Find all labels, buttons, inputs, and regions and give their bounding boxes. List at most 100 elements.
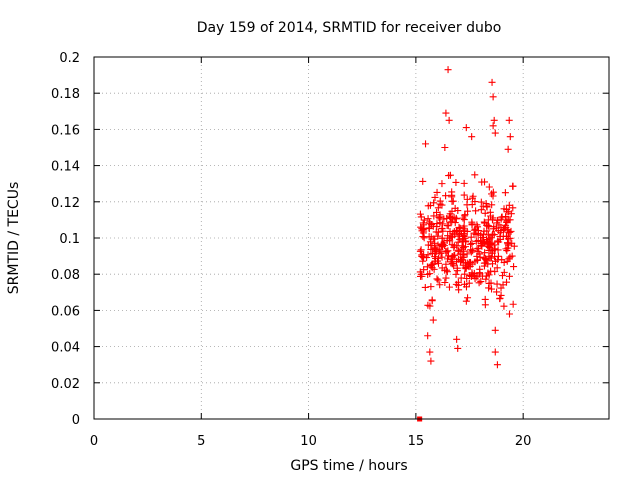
data-point [420, 221, 428, 229]
data-point [473, 252, 481, 260]
grid-lines [94, 57, 609, 419]
data-point [442, 247, 450, 255]
data-point [431, 250, 439, 258]
data-point [438, 234, 446, 242]
data-point [449, 229, 457, 237]
data-point [452, 280, 460, 288]
data-point [428, 221, 436, 229]
data-point [446, 235, 454, 243]
data-point [481, 178, 489, 186]
data-point [432, 228, 440, 236]
data-point [424, 332, 432, 340]
data-point [461, 243, 469, 251]
data-point [470, 226, 478, 234]
data-point [442, 192, 450, 200]
x-axis-label: GPS time / hours [290, 458, 407, 474]
x-tick-label: 15 [408, 434, 425, 449]
data-point [453, 264, 461, 272]
data-point [488, 78, 496, 86]
data-point [448, 252, 456, 260]
data-point [453, 228, 461, 236]
data-point [461, 270, 469, 278]
data-point [471, 198, 479, 206]
data-point [497, 291, 505, 299]
data-point [491, 348, 499, 356]
data-point [451, 204, 459, 212]
data-point [468, 221, 476, 229]
data-point [473, 272, 481, 280]
data-points [416, 66, 518, 422]
data-point [438, 180, 446, 188]
data-point [490, 116, 498, 124]
data-point [485, 183, 493, 191]
x-tick-label: 10 [300, 434, 317, 449]
data-point [428, 264, 436, 272]
data-point [430, 199, 438, 207]
data-point [503, 208, 511, 216]
data-point [477, 198, 485, 206]
data-point [454, 246, 462, 254]
data-point [480, 218, 488, 226]
y-tick-label: 0.14 [51, 160, 80, 175]
data-point [465, 279, 473, 287]
data-point [424, 202, 432, 210]
data-point [463, 227, 471, 235]
data-point [448, 191, 456, 199]
y-tick-label: 0.1 [59, 232, 80, 247]
data-point [433, 275, 441, 283]
x-tick-label: 20 [515, 434, 532, 449]
data-point [481, 295, 489, 303]
data-point [459, 250, 467, 258]
data-point [455, 286, 463, 294]
data-point [483, 203, 491, 211]
data-point [495, 238, 503, 246]
data-point [505, 310, 513, 318]
data-point [426, 302, 434, 310]
data-point [443, 248, 451, 256]
data-point [419, 177, 427, 185]
y-tick-label: 0.18 [51, 87, 80, 102]
data-point [422, 140, 430, 148]
data-point [482, 200, 490, 208]
data-point [457, 274, 465, 282]
data-point [507, 227, 515, 235]
data-point [429, 316, 437, 324]
data-point [472, 237, 480, 245]
data-point [458, 229, 466, 237]
data-point [417, 213, 425, 221]
data-point [442, 260, 450, 268]
data-point [443, 222, 451, 230]
data-point [460, 179, 468, 187]
data-point [483, 272, 491, 280]
data-point [462, 297, 470, 305]
data-point [426, 238, 434, 246]
data-point [484, 260, 492, 268]
data-point [445, 283, 453, 291]
data-point [451, 219, 459, 227]
data-point [425, 233, 433, 241]
data-point [496, 295, 504, 303]
axis-ticks: 0 0.02 0.04 0.06 0.08 0.1 0.12 0.14 0.16 0.18 0.2 0… [51, 51, 609, 449]
data-point [464, 294, 472, 302]
data-point [509, 204, 517, 212]
data-point [465, 263, 473, 271]
data-point [434, 204, 442, 212]
data-point [498, 256, 506, 264]
data-point [424, 215, 432, 223]
data-point [480, 237, 488, 245]
data-point [481, 209, 489, 217]
data-point [490, 245, 498, 253]
data-point [453, 335, 461, 343]
data-point [440, 238, 448, 246]
y-tick-label: 0.06 [51, 304, 80, 319]
data-point [435, 248, 443, 256]
data-point [436, 197, 444, 205]
data-point [433, 208, 441, 216]
data-point [442, 274, 450, 282]
data-point [491, 326, 499, 334]
data-point [488, 201, 496, 209]
data-point [469, 192, 477, 200]
data-point [472, 207, 480, 215]
data-point [466, 272, 474, 280]
y-tick-label: 0.16 [51, 123, 80, 138]
